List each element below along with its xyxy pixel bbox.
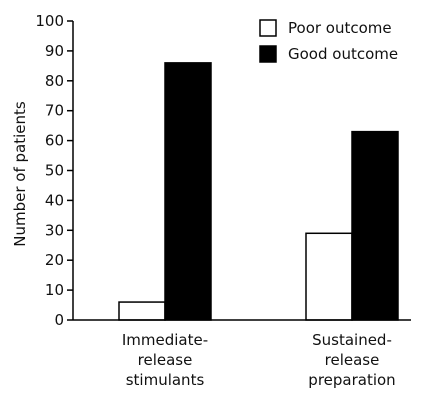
y-tick-label: 100 <box>35 12 64 30</box>
bars <box>119 63 398 320</box>
y-tick-label: 0 <box>54 311 64 329</box>
category-label-line: preparation <box>308 371 395 389</box>
category-label: Sustained-release preparation <box>308 331 395 389</box>
y-tick-label: 90 <box>45 42 64 60</box>
y-axis-ticks: 0 10 20 30 40 50 60 70 80 90 100 <box>35 12 73 329</box>
y-tick-label: 50 <box>45 162 64 180</box>
category-label-line: release <box>325 351 380 369</box>
y-tick-label: 40 <box>45 191 64 209</box>
category-label-line: stimulants <box>126 371 205 389</box>
y-tick-label: 60 <box>45 132 64 150</box>
category-label-line: release <box>138 351 193 369</box>
bar-poor-outcome-2 <box>306 233 352 320</box>
legend: Poor outcome Good outcome <box>260 19 398 63</box>
y-tick-label: 80 <box>45 72 64 90</box>
y-tick-label: 20 <box>45 251 64 269</box>
category-label: Immediate-release stimulants <box>122 331 208 389</box>
legend-swatch-good-outcome <box>260 46 276 62</box>
bar-good-outcome-1 <box>165 63 211 320</box>
category-label-line: Sustained- <box>312 331 392 349</box>
legend-label: Good outcome <box>288 45 398 63</box>
y-tick-label: 10 <box>45 281 64 299</box>
legend-swatch-poor-outcome <box>260 20 276 36</box>
y-axis-title: Number of patients <box>11 101 29 247</box>
y-tick-label: 30 <box>45 221 64 239</box>
category-labels: Immediate-release stimulants Sustained-rel… <box>122 331 396 389</box>
y-tick-label: 70 <box>45 102 64 120</box>
category-label-line: Immediate- <box>122 331 208 349</box>
bar-good-outcome-2 <box>352 132 398 320</box>
legend-label: Poor outcome <box>288 19 392 37</box>
bar-poor-outcome-1 <box>119 302 165 320</box>
